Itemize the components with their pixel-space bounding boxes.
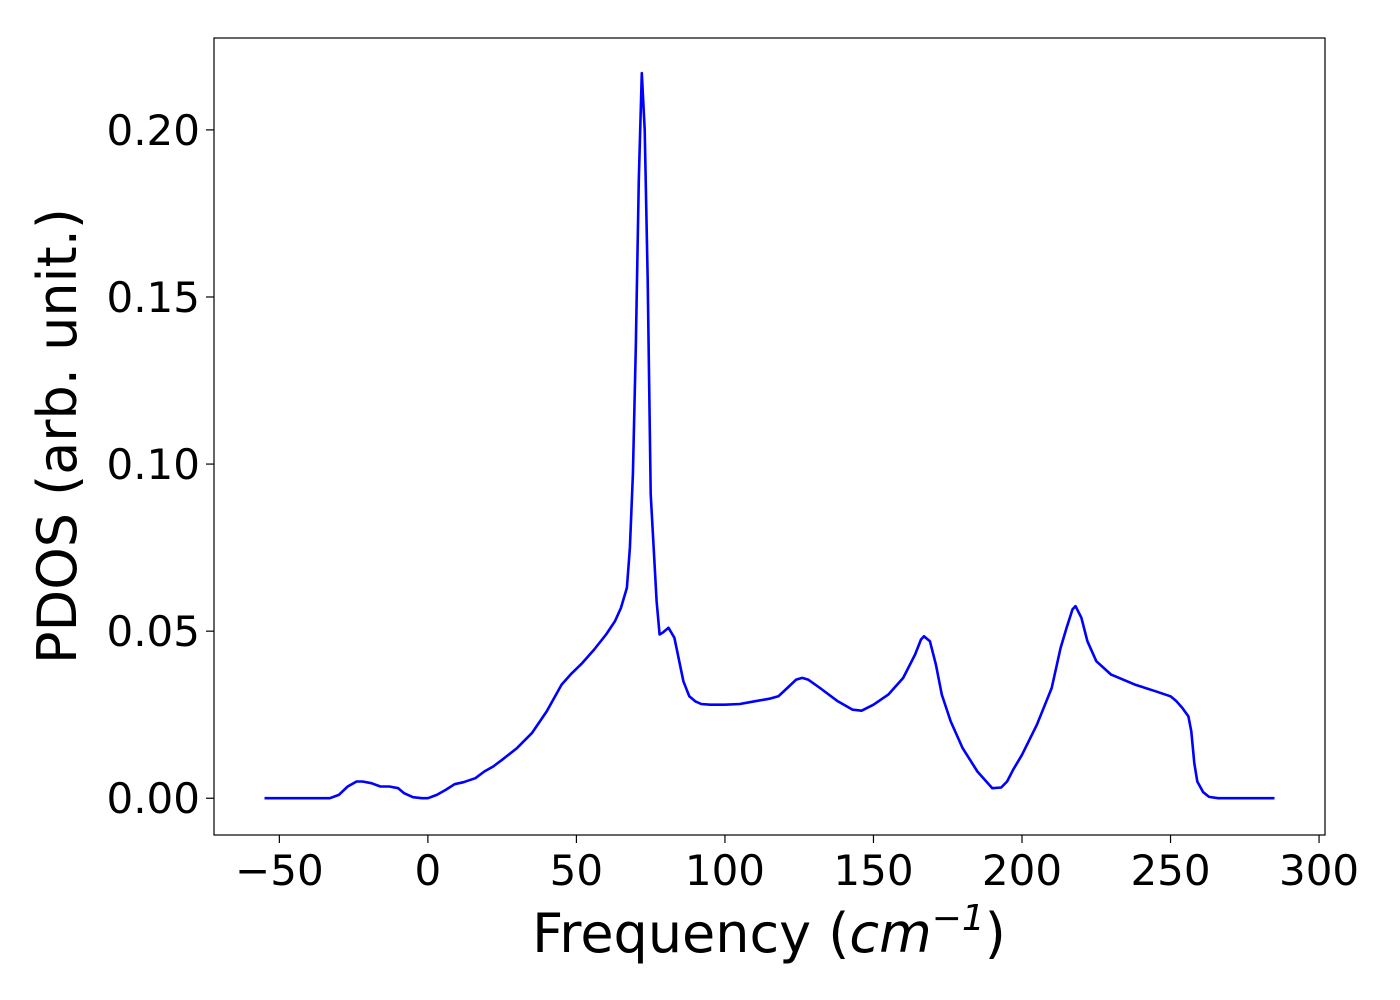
- x-tick-label: 50: [550, 846, 603, 895]
- x-axis-unit-base: cm: [849, 902, 931, 965]
- pdos-series-line: [264, 71, 1275, 800]
- x-tick-label: 0: [415, 846, 442, 895]
- x-tick-label: 250: [1130, 846, 1210, 895]
- x-tick-label: 300: [1279, 846, 1359, 895]
- y-axis-label: PDOS (arb. unit.): [26, 208, 89, 664]
- x-tick-label: 200: [982, 846, 1062, 895]
- y-tick-label: 0.10: [106, 440, 200, 489]
- x-axis-unit-exp: −1: [932, 898, 985, 939]
- x-axis-label: Frequency (cm−1): [532, 898, 1006, 965]
- y-tick-label: 0.00: [106, 774, 200, 823]
- y-tick-label: 0.20: [106, 106, 200, 155]
- tick-layer: −50 0 50 100 150 200 250 300 0.00 0.05 0.10 0.15 0.2…: [106, 106, 1359, 895]
- x-tick-label: −50: [235, 846, 324, 895]
- y-tick-label: 0.05: [106, 607, 200, 656]
- series-layer: [264, 71, 1275, 800]
- x-axis-label-text: Frequency: [532, 902, 811, 965]
- x-tick-label: 150: [833, 846, 913, 895]
- y-tick-label: 0.15: [106, 273, 200, 322]
- x-tick-label: 100: [685, 846, 765, 895]
- plot-frame: [213, 37, 1326, 836]
